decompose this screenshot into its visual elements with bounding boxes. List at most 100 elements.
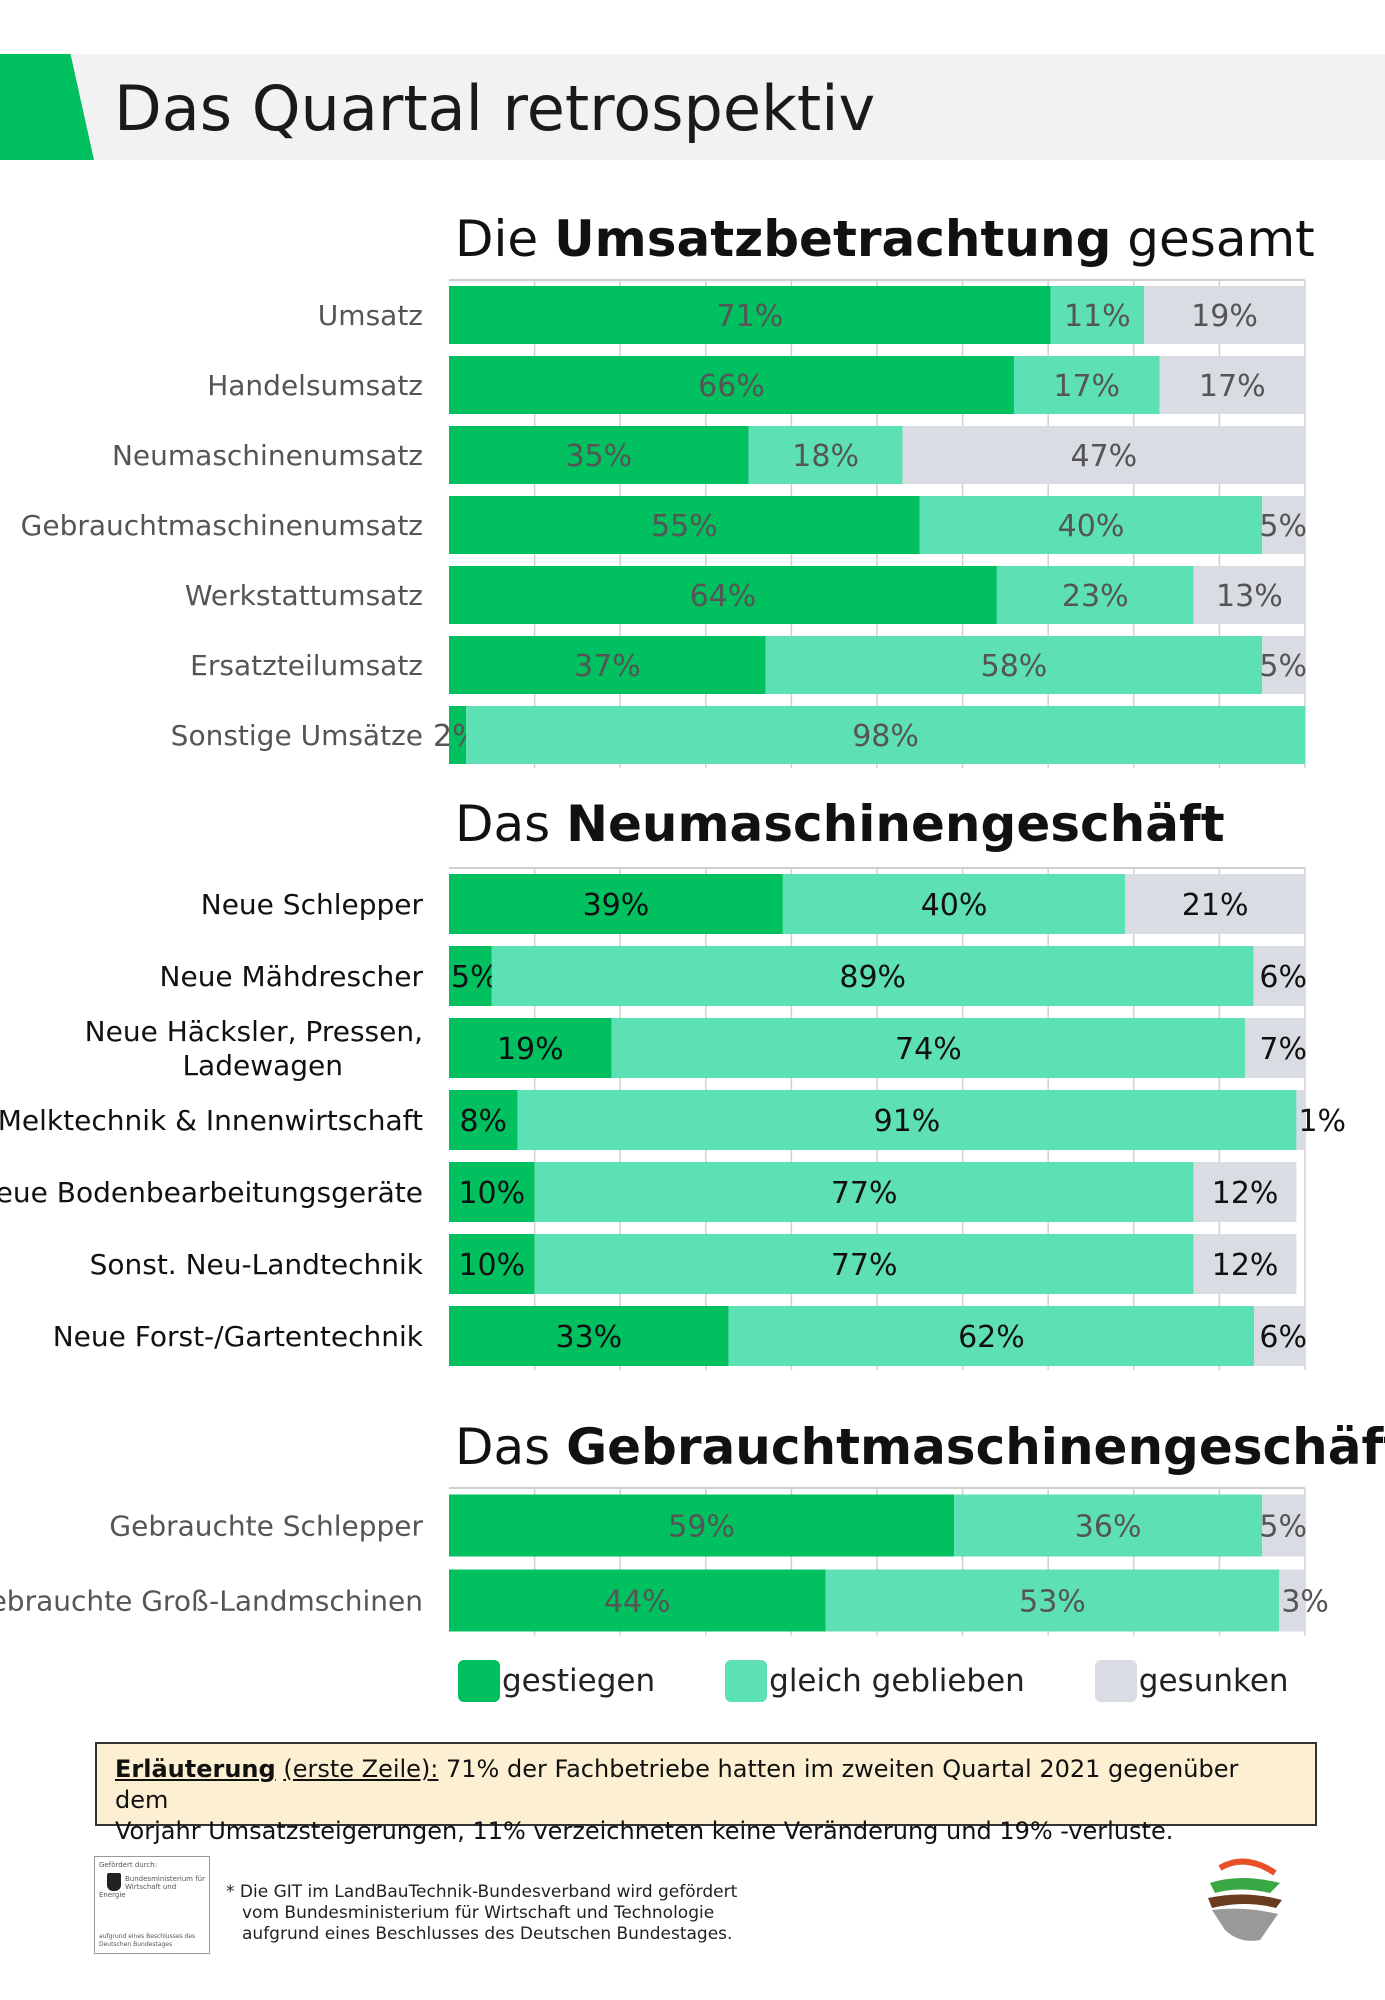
bar-gleich-geblieben — [1050, 286, 1144, 344]
value-label: 21% — [1182, 888, 1249, 923]
bar-gestiegen — [449, 1494, 955, 1557]
category-label: Gebrauchte Schlepper — [109, 1510, 423, 1543]
value-label: 77% — [831, 1248, 898, 1283]
value-label: 40% — [1058, 509, 1125, 544]
value-label: 39% — [583, 888, 650, 923]
bar-gestiegen — [449, 286, 1051, 344]
category-label: Melktechnik & Innenwirtschaft — [0, 1104, 423, 1137]
value-label: 17% — [1053, 369, 1120, 404]
bar-gleich-geblieben — [534, 1162, 1194, 1222]
category-label-line: Neue Häcksler, Pressen, — [85, 1015, 423, 1048]
bar-gestiegen — [449, 1162, 535, 1222]
value-label: 19% — [1191, 299, 1258, 334]
value-label: 37% — [574, 649, 641, 684]
bar-gleich-geblieben — [466, 706, 1305, 764]
bar-gestiegen — [449, 636, 766, 694]
footnote-line-1: * Die GIT im LandBauTechnik-Bundesverban… — [226, 1882, 738, 1902]
bar-gesunken — [1193, 1162, 1297, 1222]
bar-gleich-geblieben — [748, 426, 903, 484]
value-label: 66% — [698, 369, 765, 404]
value-label: 19% — [497, 1032, 564, 1067]
category-label: Neue Bodenbearbeitungsgeräte — [0, 1176, 423, 1209]
bar-gesunken — [1159, 356, 1305, 414]
bar-gleich-geblieben — [611, 1018, 1246, 1078]
category-label: Sonstige Umsätze — [171, 719, 423, 752]
bar-gestiegen — [449, 946, 492, 1006]
bar-gestiegen — [449, 1569, 826, 1632]
value-label: 5% — [1259, 649, 1307, 684]
bar-gesunken — [1125, 874, 1305, 934]
funding-top: Gefördert durch: — [99, 1861, 158, 1869]
explanation-subkeyword: (erste Zeile): — [283, 1755, 439, 1783]
bar-gestiegen — [449, 426, 749, 484]
value-label: 5% — [1259, 1510, 1307, 1545]
bar-gestiegen — [449, 874, 783, 934]
bar-gesunken — [1193, 566, 1305, 624]
eagle-icon — [107, 1873, 121, 1891]
value-label: 3% — [1281, 1585, 1329, 1620]
legend-item-gleich: gleich geblieben — [725, 1660, 1025, 1702]
bar-gleich-geblieben — [996, 566, 1194, 624]
funding-ministry: Bundesministerium für Wirtschaft und Ene… — [99, 1875, 205, 1899]
bar-gleich-geblieben — [954, 1494, 1263, 1557]
chart-neumaschinen: Neue Schlepper 39% 40% 21% Neue Mähdrescher 5… — [0, 867, 1346, 1370]
footnote-line-2: vom Bundesministerium für Wirtschaft und… — [242, 1903, 715, 1923]
value-label: 55% — [651, 509, 718, 544]
explanation-text-1: 71% der Fachbetriebe hatten im zweiten Q… — [115, 1755, 1239, 1814]
footnote-line-3: aufgrund eines Beschlusses des Deutschen… — [242, 1924, 733, 1944]
value-label: 44% — [604, 1585, 671, 1620]
category-label: Handelsumsatz — [207, 369, 423, 402]
landbautechnik-logo-icon — [1208, 1858, 1282, 1941]
value-label: 5% — [1259, 509, 1307, 544]
bar-gleich-geblieben — [517, 1090, 1297, 1150]
category-label: Neumaschinenumsatz — [112, 439, 423, 472]
bar-gleich-geblieben — [782, 874, 1126, 934]
section-title-gebrauchtmaschinen: Das Gebrauchtmaschinengeschäft — [455, 1418, 1385, 1476]
bar-gestiegen — [449, 1090, 518, 1150]
value-label: 35% — [565, 439, 632, 474]
legend-label: gleich geblieben — [769, 1663, 1025, 1699]
value-label: 1% — [1298, 1104, 1346, 1139]
value-label: 10% — [458, 1248, 525, 1283]
footnote: * Die GIT im LandBauTechnik-Bundesverban… — [226, 1882, 737, 1945]
value-label: 71% — [717, 299, 784, 334]
bar-gestiegen — [449, 496, 920, 554]
value-label: 7% — [1259, 1032, 1307, 1067]
page-title: Das Quartal retrospektiv — [114, 72, 876, 145]
value-label: 6% — [1259, 960, 1307, 995]
bar-gleich-geblieben — [1013, 356, 1160, 414]
bar-gleich-geblieben — [728, 1306, 1255, 1366]
header-band — [0, 54, 1385, 160]
legend-swatch-gestiegen — [458, 1660, 500, 1702]
value-label: 59% — [668, 1510, 735, 1545]
value-label: 74% — [895, 1032, 962, 1067]
bar-gleich-geblieben — [765, 636, 1263, 694]
value-label: 18% — [792, 439, 859, 474]
value-label: 33% — [555, 1320, 622, 1355]
value-label: 91% — [874, 1104, 941, 1139]
value-label: 13% — [1216, 579, 1283, 614]
legend-item-gestiegen: gestiegen — [458, 1660, 655, 1702]
value-label: 89% — [839, 960, 906, 995]
bar-gleich-geblieben — [534, 1234, 1194, 1294]
funding-logo: Gefördert durch: Bundesministerium für W… — [94, 1856, 210, 1954]
legend-swatch-gleich — [725, 1660, 768, 1702]
section-title-umsatz: Die Umsatzbetrachtung gesamt — [455, 210, 1315, 268]
legend-label: gesunken — [1138, 1663, 1289, 1699]
bar-gleich-geblieben — [919, 496, 1263, 554]
bar-gestiegen — [449, 566, 997, 624]
bar-gesunken — [1279, 1569, 1305, 1632]
value-label: 8% — [459, 1104, 507, 1139]
category-label: Neue Mähdrescher — [160, 960, 424, 993]
value-label: 77% — [831, 1176, 898, 1211]
bar-gesunken — [1262, 496, 1305, 554]
bar-gesunken — [1262, 1494, 1305, 1557]
legend: gestiegen gleich geblieben gesunken — [458, 1660, 1359, 1702]
legend-label: gestiegen — [502, 1663, 656, 1699]
bar-gesunken — [1193, 1234, 1297, 1294]
bar-gesunken — [902, 426, 1305, 484]
category-label: Neue Forst-/Gartentechnik — [53, 1320, 424, 1353]
value-label: 58% — [981, 649, 1048, 684]
chart-gebrauchtmaschinen: Gebrauchte Schlepper 59% 36% 5% Gebrauchte G… — [0, 1487, 1329, 1636]
value-label: 23% — [1062, 579, 1129, 614]
